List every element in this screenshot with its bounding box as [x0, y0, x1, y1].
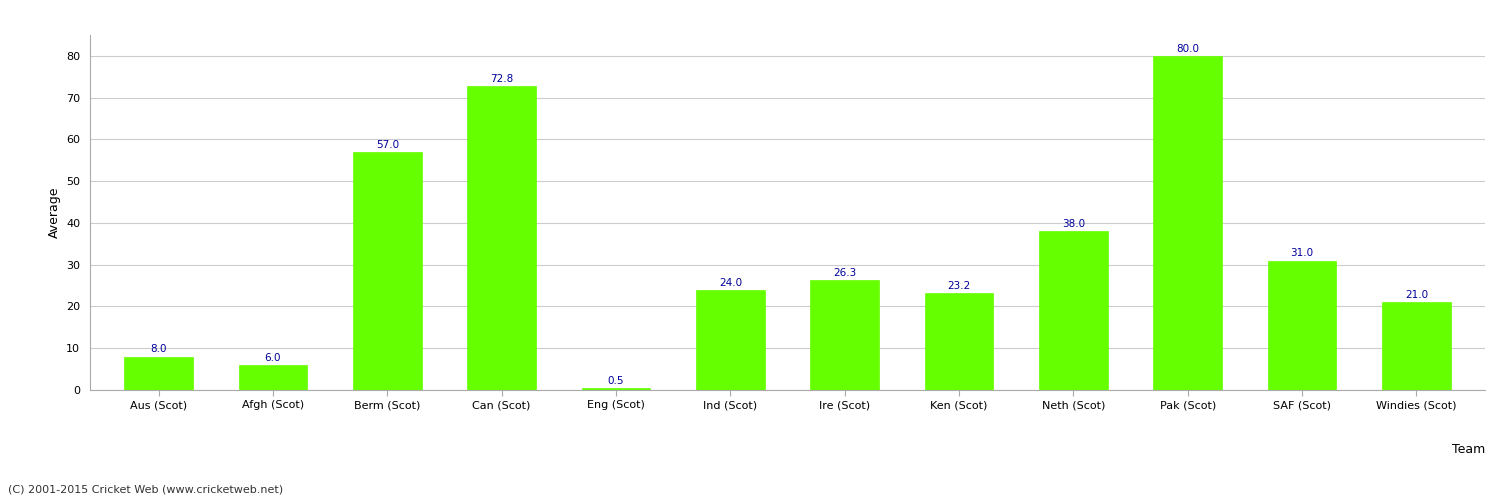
Bar [582, 388, 651, 390]
Bar [1382, 302, 1450, 390]
Bar [468, 86, 536, 390]
Text: 38.0: 38.0 [1062, 219, 1084, 229]
Text: 31.0: 31.0 [1290, 248, 1314, 258]
Text: 72.8: 72.8 [490, 74, 513, 84]
Text: 21.0: 21.0 [1406, 290, 1428, 300]
Text: 80.0: 80.0 [1176, 44, 1198, 54]
Text: 6.0: 6.0 [264, 353, 280, 363]
Text: 0.5: 0.5 [608, 376, 624, 386]
Y-axis label: Average: Average [48, 186, 60, 238]
Bar [238, 365, 308, 390]
Bar [124, 356, 194, 390]
Text: 24.0: 24.0 [718, 278, 742, 287]
Text: 26.3: 26.3 [833, 268, 856, 278]
Text: 23.2: 23.2 [948, 281, 970, 291]
Bar [1154, 56, 1222, 390]
Bar [924, 293, 993, 390]
X-axis label: Team: Team [1452, 444, 1485, 456]
Bar [1268, 260, 1336, 390]
Bar [696, 290, 765, 390]
Bar [810, 280, 879, 390]
Text: 57.0: 57.0 [375, 140, 399, 150]
Text: 8.0: 8.0 [150, 344, 166, 354]
Bar [352, 152, 422, 390]
Text: (C) 2001-2015 Cricket Web (www.cricketweb.net): (C) 2001-2015 Cricket Web (www.cricketwe… [8, 485, 282, 495]
Bar [1040, 232, 1107, 390]
